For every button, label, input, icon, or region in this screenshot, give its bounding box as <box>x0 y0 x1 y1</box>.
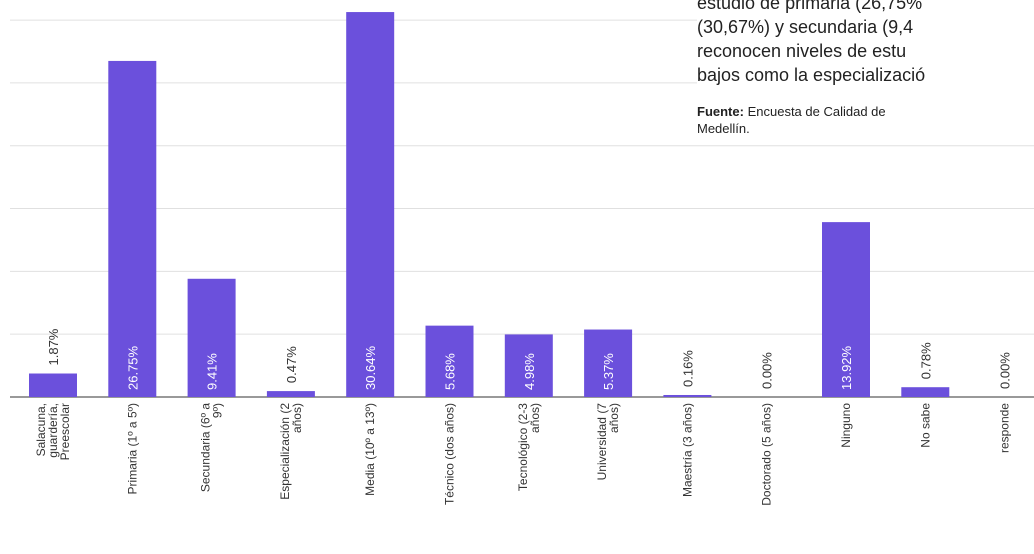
x-tick-label-line: 9º) <box>211 403 225 418</box>
bar <box>187 278 236 397</box>
bar <box>504 334 553 397</box>
paragraph-line: bajos como la especializació <box>697 65 926 85</box>
source: Fuente: Encuesta de Calidad de Medellín. <box>697 103 1034 137</box>
x-tick-label-line: Especialización (2 <box>278 403 292 500</box>
bar <box>901 387 950 397</box>
x-tick-label: Salacuna,guardería,Preescolar <box>34 403 72 460</box>
x-tick-label: Técnico (dos años) <box>443 403 457 505</box>
x-tick-label-line: responde <box>998 403 1012 453</box>
bar <box>663 394 712 397</box>
x-tick-label-line: Primaria (1º a 5º) <box>125 403 139 494</box>
x-tick-label-line: Doctorado (5 años) <box>760 403 774 506</box>
x-tick-label-line: Tecnológico (2-3 <box>516 403 530 491</box>
bar <box>108 60 157 398</box>
x-tick-label: Ninguno <box>839 403 853 448</box>
data-label: 0.00% <box>998 352 1013 389</box>
x-tick-label-line: No sabe <box>918 403 932 448</box>
text-block: estudio de primaria (26,75% (30,67%) y s… <box>697 0 1034 137</box>
x-tick-label: Primaria (1º a 5º) <box>125 403 139 494</box>
x-tick-label-line: guardería, <box>46 403 60 458</box>
source-label: Fuente: <box>697 104 744 119</box>
data-label: 0.00% <box>760 352 775 389</box>
data-label: 4.98% <box>522 353 537 390</box>
data-label: 26.75% <box>125 345 140 390</box>
paragraph-line: (30,67%) y secundaria (9,4 <box>697 17 914 37</box>
x-tick-label: Tecnológico (2-3años) <box>516 403 542 491</box>
paragraph-line: reconocen niveles de estu <box>697 41 907 61</box>
data-label: 1.87% <box>46 328 61 365</box>
data-label: 30.64% <box>363 345 378 390</box>
x-tick-label-line: Salacuna, <box>34 403 48 456</box>
x-tick-label: Especialización (2años) <box>278 403 304 500</box>
source-text: Encuesta de Calidad de <box>747 104 886 119</box>
data-label: 0.16% <box>680 350 695 387</box>
data-label: 5.68% <box>443 353 458 390</box>
x-tick-label: No sabe <box>918 403 932 448</box>
x-tick-label: Doctorado (5 años) <box>760 403 774 506</box>
x-tick-label: Universidad (7años) <box>595 403 621 481</box>
x-tick-label-line: años) <box>290 403 304 433</box>
x-tick-label: Media (10º a 13º) <box>363 403 377 496</box>
x-tick-label-line: Maestría (3 años) <box>680 403 694 497</box>
x-tick-label-line: Secundaria (6º a <box>199 403 213 492</box>
x-tick-label-line: Media (10º a 13º) <box>363 403 377 496</box>
data-label: 5.37% <box>601 353 616 390</box>
bar <box>822 222 870 397</box>
x-tick-label: responde <box>998 403 1012 453</box>
bar <box>266 391 315 397</box>
x-tick-label-line: Universidad (7 <box>595 403 609 481</box>
paragraph-line: estudio de primaria (26,75% <box>697 0 923 13</box>
bar <box>425 325 474 397</box>
source-text: Medellín. <box>697 121 750 136</box>
x-tick-label-line: Técnico (dos años) <box>443 403 457 505</box>
data-label: 0.47% <box>284 346 299 383</box>
x-tick-label: Secundaria (6º a9º) <box>199 403 225 492</box>
data-label: 13.92% <box>839 345 854 390</box>
data-label: 9.41% <box>205 353 220 390</box>
x-tick-label-line: años) <box>607 403 621 433</box>
x-tick-label-line: Ninguno <box>839 403 853 448</box>
x-tick-label: Maestría (3 años) <box>680 403 694 497</box>
data-label: 0.78% <box>918 342 933 379</box>
bar <box>346 12 395 397</box>
x-tick-label-line: Preescolar <box>58 403 72 460</box>
x-tick-label-line: años) <box>528 403 542 433</box>
bar <box>584 329 633 397</box>
bar <box>29 373 77 397</box>
